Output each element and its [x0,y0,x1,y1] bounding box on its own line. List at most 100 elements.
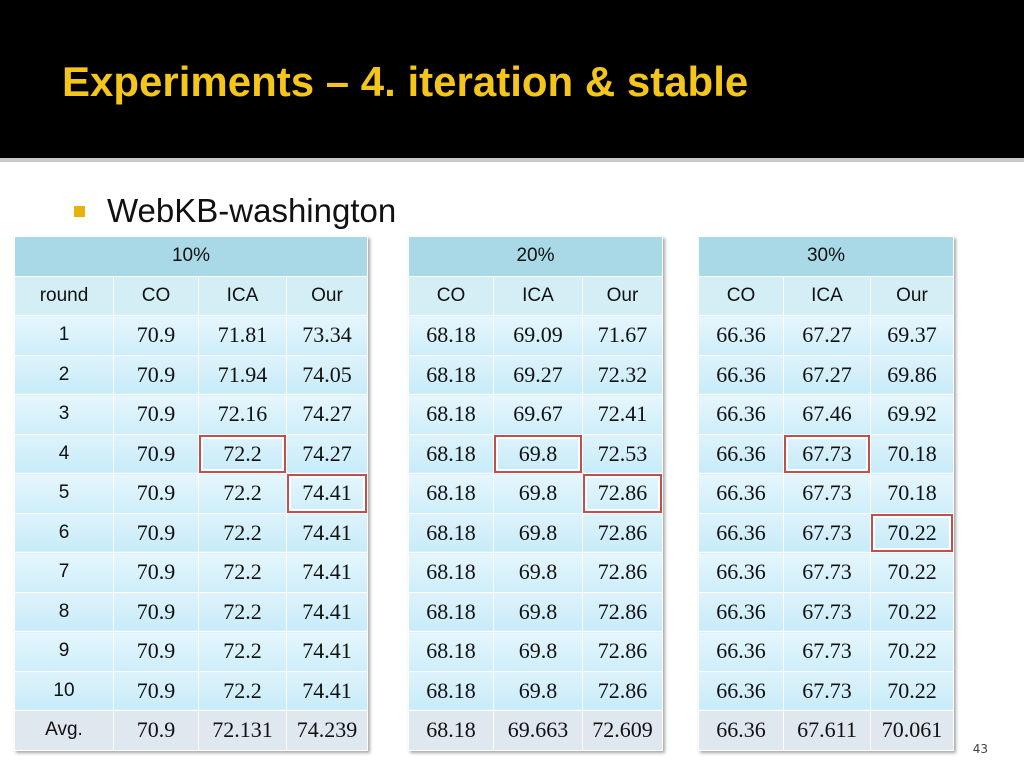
column-header-row: CO ICA Our [408,275,663,316]
highlighted-cell: 72.2 [198,433,287,474]
table-cell: 72.86 [582,591,663,632]
highlighted-cell: 74.41 [286,473,368,514]
table-cell: 74.41 [286,591,368,632]
table-row: 8 70.9 72.2 74.41 [14,591,368,632]
table-cell: 74.05 [286,354,368,395]
table-cell: 67.611 [783,710,871,751]
column-header-row: CO ICA Our [698,275,954,316]
table-cell: 68.18 [408,315,494,356]
table-cell: 70.9 [113,354,199,395]
table-cell: 69.27 [493,354,583,395]
table-cell: 68.18 [408,552,494,593]
table-cell: 69.663 [493,710,583,751]
table-row: 66.36 67.611 70.061 [698,710,954,751]
table-cell: 70.9 [113,394,199,435]
table-cell: 67.27 [783,315,871,356]
table-cell: 70.9 [113,552,199,593]
table-cell: 10 [14,670,114,711]
table-row: 68.18 69.8 72.53 [408,433,663,474]
table-cell: 74.41 [286,552,368,593]
table-cell: 72.53 [582,433,663,474]
column-header: CO [113,275,199,316]
table-cell: 66.36 [698,315,784,356]
table-cell: 70.22 [870,670,954,711]
table-row: 9 70.9 72.2 74.41 [14,631,368,672]
table-cell: 72.2 [198,552,287,593]
table-row: 68.18 69.663 72.609 [408,710,663,751]
table-row: 68.18 69.8 72.86 [408,552,663,593]
column-header: Our [870,275,954,316]
table-cell: 69.8 [493,552,583,593]
table-cell: 69.8 [493,670,583,711]
table-cell: 9 [14,631,114,672]
table-row: 3 70.9 72.16 74.27 [14,394,368,435]
table-cell: 70.9 [113,631,199,672]
table-row: 10 70.9 72.2 74.41 [14,670,368,711]
table-cell: 67.73 [783,591,871,632]
table-cell: 68.18 [408,433,494,474]
group-header: 10% [14,236,368,277]
table-cell: 74.27 [286,433,368,474]
table-cell: 72.609 [582,710,663,751]
table-row: 7 70.9 72.2 74.41 [14,552,368,593]
table-cell: 73.34 [286,315,368,356]
table-row: 68.18 69.8 72.86 [408,512,663,553]
table-cell: 70.9 [113,473,199,514]
table-cell: 72.86 [582,670,663,711]
table-cell: 74.41 [286,512,368,553]
table-cell: 68.18 [408,512,494,553]
table-cell: 72.86 [582,631,663,672]
table-cell: 68.18 [408,670,494,711]
table-row: 66.36 67.73 70.18 [698,473,954,514]
table-row: 5 70.9 72.2 74.41 [14,473,368,514]
table-row: 68.18 69.8 72.86 [408,670,663,711]
table-cell: 74.41 [286,670,368,711]
table-cell: 72.2 [198,670,287,711]
table-row: 1 70.9 71.81 73.34 [14,315,368,356]
table-cell: 67.46 [783,394,871,435]
table-cell: 74.41 [286,631,368,672]
table-row: 66.36 67.73 70.22 [698,631,954,672]
table-cell: 68.18 [408,631,494,672]
table-cell: 72.2 [198,591,287,632]
table-cell: 69.09 [493,315,583,356]
table-cell: 70.9 [113,512,199,553]
table-cell: 71.67 [582,315,663,356]
group-header-row: 30% [698,236,954,277]
table-row: Avg. 70.9 72.131 74.239 [14,710,368,751]
table-cell: 7 [14,552,114,593]
column-header: Our [286,275,368,316]
table-cell: 66.36 [698,670,784,711]
table-cell: 72.2 [198,512,287,553]
table-cell: 70.9 [113,433,199,474]
column-header: CO [698,275,784,316]
table-cell: 68.18 [408,710,494,751]
table-cell: 68.18 [408,394,494,435]
column-header: ICA [783,275,871,316]
table-row: 66.36 67.73 70.22 [698,591,954,632]
table-row: 2 70.9 71.94 74.05 [14,354,368,395]
table-cell: 6 [14,512,114,553]
highlighted-cell: 67.73 [783,433,871,474]
table-cell: 69.8 [493,591,583,632]
table-cell: 2 [14,354,114,395]
group-header: 30% [698,236,954,277]
header-bar: Experiments – 4. iteration & stable [0,0,1024,162]
table-cell: 67.73 [783,552,871,593]
table-row: 68.18 69.8 72.86 [408,631,663,672]
data-table: 30% CO ICA Our 66.36 67.27 69.37 66.36 67.27 69.8… [698,236,954,751]
page-number: 43 [972,742,988,756]
table-cell: 66.36 [698,394,784,435]
table-cell: 3 [14,394,114,435]
table-cell: 70.22 [870,591,954,632]
table-cell: 70.9 [113,315,199,356]
column-header-row: round CO ICA Our [14,275,368,316]
column-header: ICA [493,275,583,316]
table-cell: 74.27 [286,394,368,435]
group-header-row: 10% [14,236,368,277]
table-cell: 67.27 [783,354,871,395]
bullet-text: WebKB-washington [107,192,397,229]
slide-title: Experiments – 4. iteration & stable [62,58,749,105]
table-cell: 67.73 [783,512,871,553]
